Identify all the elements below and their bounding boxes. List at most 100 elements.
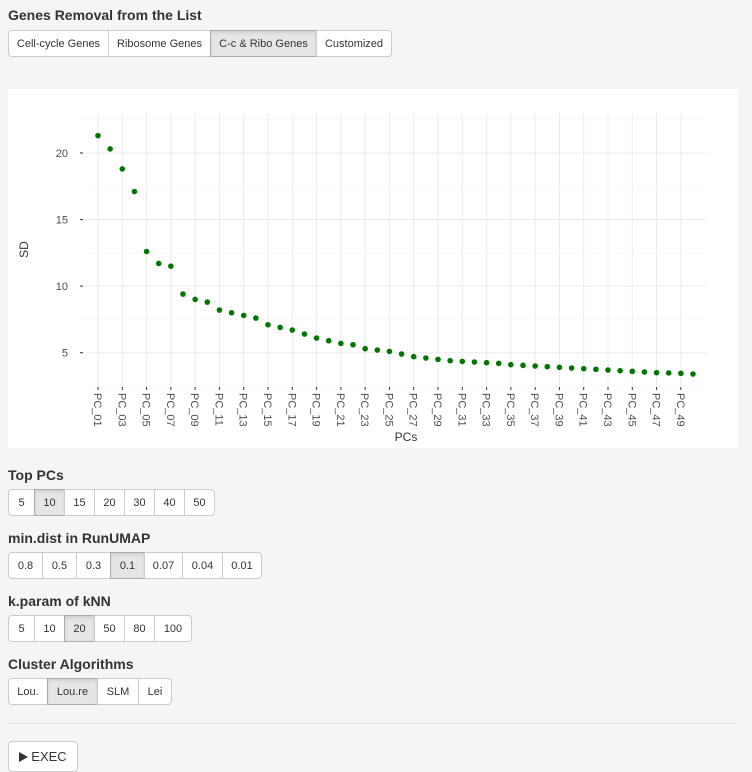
top-pcs-option-button[interactable]: 10: [34, 489, 65, 516]
data-point: [520, 362, 526, 369]
y-tick-label: 15: [56, 215, 68, 227]
x-tick-label: PC_33: [480, 393, 492, 427]
cluster-alg-option-button[interactable]: Lei: [138, 678, 172, 705]
x-tick-label: PC_41: [577, 393, 589, 427]
data-point: [240, 312, 247, 319]
divider: [8, 723, 736, 724]
gene-removal-button-group: Cell-cycle Genes Ribosome Genes C-c & Ribo…: [8, 30, 392, 57]
data-point: [95, 132, 101, 139]
gene-removal-option-button[interactable]: Customized: [316, 30, 392, 57]
x-tick-label: PC_39: [552, 393, 564, 427]
x-tick-label: PC_37: [528, 393, 540, 427]
data-point: [435, 356, 441, 363]
data-point: [544, 363, 551, 370]
min-dist-option-button[interactable]: 0.04: [182, 552, 223, 579]
data-point: [143, 248, 150, 255]
data-point: [665, 370, 672, 376]
data-point: [653, 369, 660, 376]
k-param-option-button[interactable]: 100: [154, 615, 192, 642]
top-pcs-option-button[interactable]: 20: [94, 489, 125, 516]
x-tick-label: PC_27: [407, 393, 419, 427]
data-point: [168, 263, 174, 269]
data-point: [641, 369, 648, 375]
data-point: [568, 365, 575, 371]
data-point: [350, 341, 356, 348]
data-point: [180, 291, 186, 297]
min-dist-option-button[interactable]: 0.8: [8, 552, 43, 579]
top-pcs-button-group: 5 10 15 20 30 40 50: [8, 489, 215, 516]
k-param-title: k.param of kNN: [8, 593, 111, 609]
k-param-button-group: 5 10 20 50 80 100: [8, 615, 192, 642]
data-point: [483, 359, 490, 366]
gene-removal-option-button[interactable]: Cell-cycle Genes: [8, 30, 109, 57]
data-point: [131, 188, 138, 195]
top-pcs-title: Top PCs: [8, 467, 64, 483]
data-point: [301, 331, 308, 337]
gene-removal-option-button[interactable]: C-c & Ribo Genes: [210, 30, 317, 57]
y-tick-label: 20: [56, 148, 68, 160]
min-dist-option-button[interactable]: 0.3: [76, 552, 111, 579]
x-tick-label: PC_03: [115, 393, 127, 427]
x-tick-label: PC_49: [674, 393, 686, 427]
data-point: [532, 363, 538, 369]
min-dist-option-button[interactable]: 0.5: [42, 552, 77, 579]
data-point: [580, 365, 587, 372]
data-point: [495, 360, 502, 367]
exec-label: EXEC: [31, 749, 67, 764]
y-tick-label: 5: [62, 348, 68, 360]
x-tick-label: PC_23: [358, 393, 370, 427]
x-tick-label: PC_21: [334, 393, 346, 427]
x-tick-label: PC_17: [285, 393, 297, 427]
data-point: [447, 357, 453, 364]
k-param-option-button[interactable]: 80: [124, 615, 155, 642]
cluster-alg-title: Cluster Algorithms: [8, 656, 134, 672]
min-dist-option-button[interactable]: 0.07: [144, 552, 183, 579]
top-pcs-option-button[interactable]: 50: [184, 489, 215, 516]
k-param-option-button[interactable]: 20: [64, 615, 95, 642]
top-pcs-option-button[interactable]: 30: [124, 489, 155, 516]
x-tick-label: PC_09: [188, 393, 200, 427]
data-point: [593, 366, 599, 373]
top-pcs-option-button[interactable]: 5: [8, 489, 35, 516]
data-point: [192, 296, 198, 303]
top-pcs-option-button[interactable]: 15: [64, 489, 95, 516]
data-point: [386, 348, 393, 355]
data-point: [289, 327, 296, 333]
top-pcs-option-button[interactable]: 40: [154, 489, 185, 516]
data-point: [155, 260, 162, 267]
cluster-alg-option-button[interactable]: Lou.: [8, 678, 48, 705]
x-tick-label: PC_15: [261, 393, 273, 427]
k-param-option-button[interactable]: 5: [8, 615, 35, 642]
pc-elbow-chart: 5 10 15 20 PC_01 PC_03 PC_05 PC_07 PC_09 PC_11 PC_…: [17, 113, 706, 444]
data-point: [690, 371, 696, 377]
k-param-option-button[interactable]: 10: [34, 615, 65, 642]
cluster-alg-option-button[interactable]: SLM: [97, 678, 139, 705]
x-tick-label: PC_45: [625, 393, 637, 427]
data-point: [119, 166, 126, 172]
x-tick-label: PC_13: [237, 393, 249, 427]
data-point: [398, 351, 405, 357]
x-tick-label: PC_05: [140, 393, 152, 427]
x-tick-label: PC_19: [310, 393, 322, 427]
min-dist-option-button[interactable]: 0.1: [110, 552, 145, 579]
data-point: [265, 321, 271, 328]
x-tick-label: PC_35: [504, 393, 516, 427]
x-axis-title: PCs: [395, 430, 418, 444]
x-tick-label: PC_07: [164, 393, 176, 427]
data-point: [678, 370, 684, 377]
data-point: [471, 359, 478, 365]
cluster-alg-button-group: Lou. Lou.re SLM Lei: [8, 678, 172, 705]
k-param-option-button[interactable]: 50: [94, 615, 125, 642]
x-tick-label: PC_31: [455, 393, 467, 427]
cluster-alg-option-button[interactable]: Lou.re: [47, 678, 98, 705]
data-point: [508, 361, 514, 368]
exec-button[interactable]: EXEC: [8, 741, 78, 772]
min-dist-option-button[interactable]: 0.01: [222, 552, 262, 579]
data-point: [556, 364, 563, 371]
data-point: [216, 307, 223, 313]
x-tick-label: PC_01: [91, 393, 103, 427]
data-point: [228, 309, 235, 316]
data-point: [459, 358, 466, 365]
x-tick-label: PC_29: [431, 393, 443, 427]
gene-removal-option-button[interactable]: Ribosome Genes: [108, 30, 211, 57]
